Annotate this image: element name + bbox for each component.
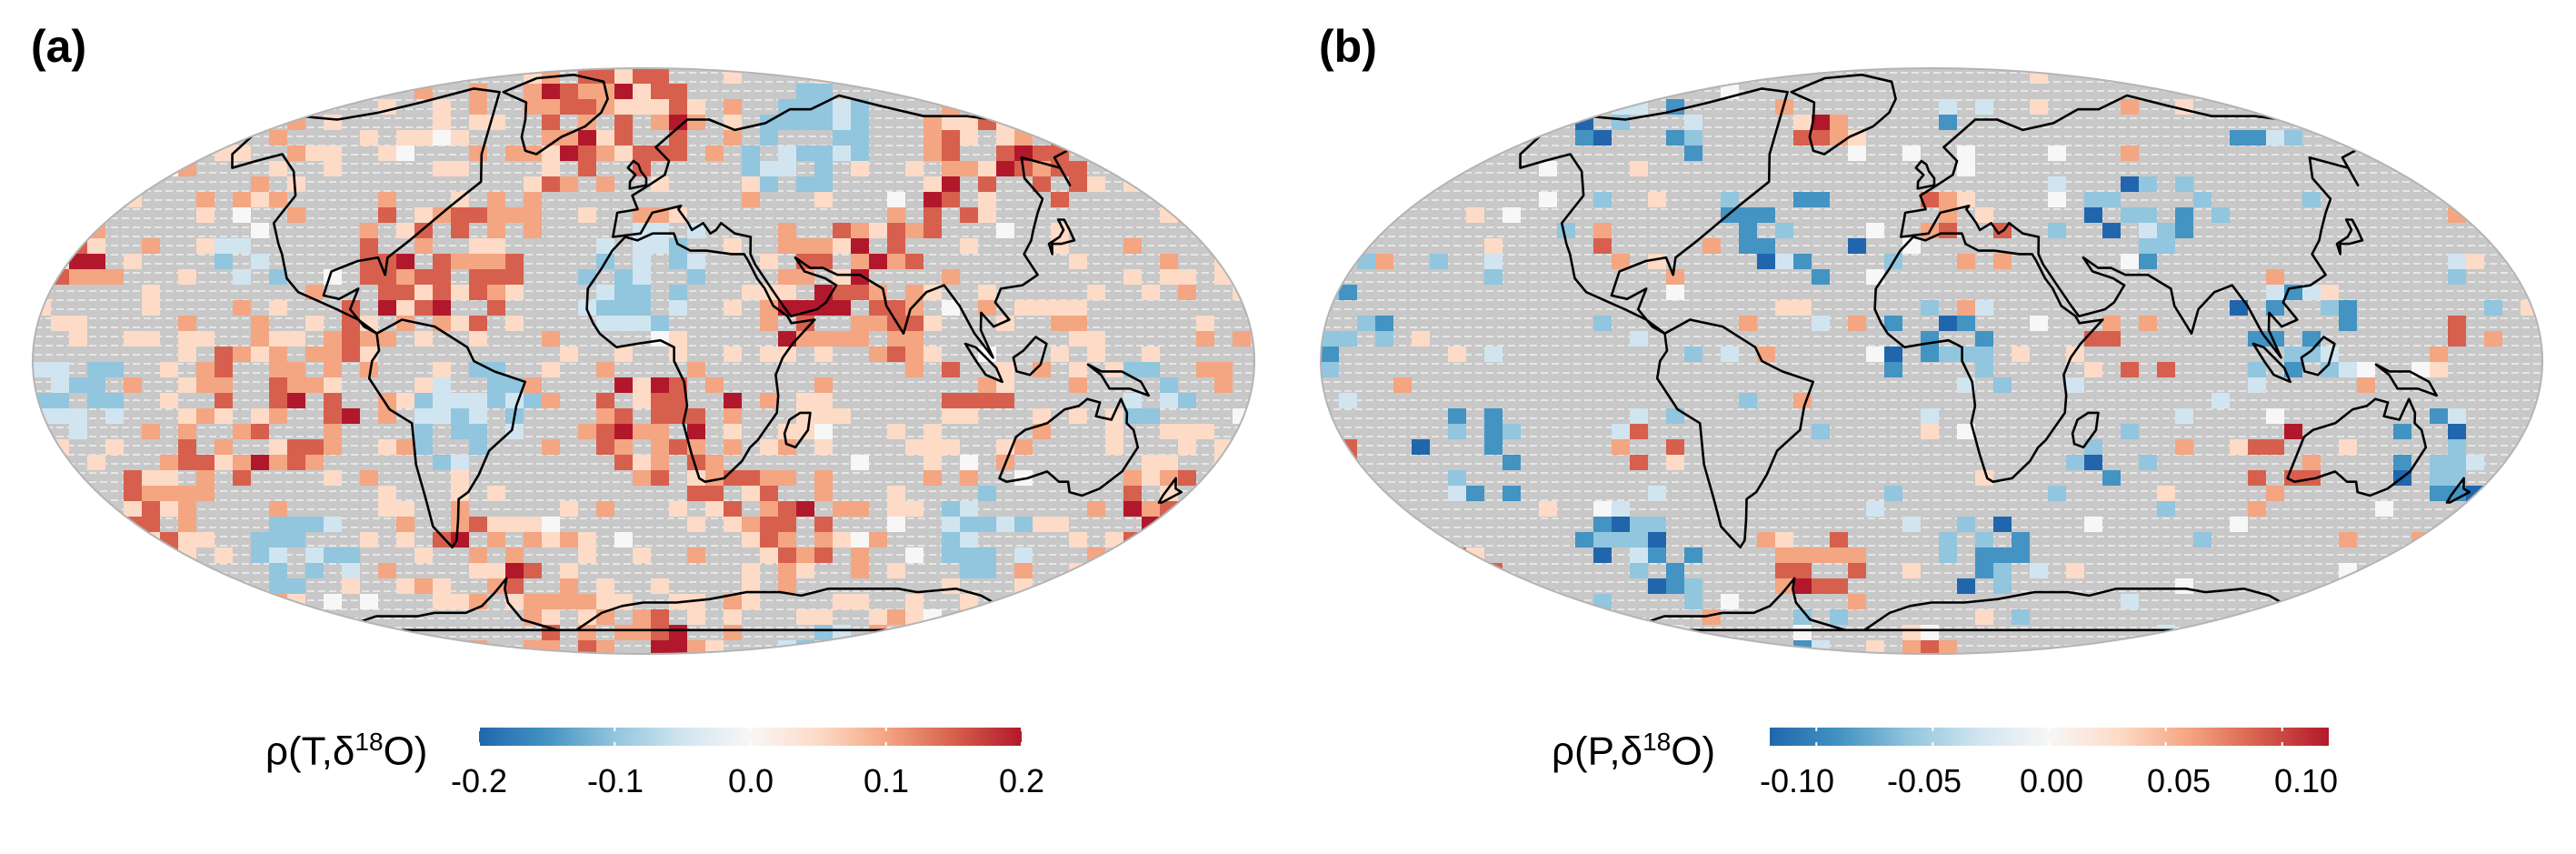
grid-cells xyxy=(33,68,1254,654)
coastline-north-america xyxy=(1519,87,1789,335)
coastline-sumatra xyxy=(964,342,1003,384)
coastline-britain xyxy=(626,159,648,190)
coastline-greenland xyxy=(1790,73,1897,156)
coastline-europe-asia xyxy=(1900,94,2360,359)
coastline-borneo xyxy=(2300,336,2336,377)
coastline-africa xyxy=(585,232,816,483)
colorbar-tick-label: 0.0 xyxy=(727,762,774,799)
map-frame xyxy=(1320,67,2543,655)
coastline-new-zealand xyxy=(2445,477,2471,504)
coastline-north-america xyxy=(231,87,501,335)
colorbar xyxy=(479,728,1022,746)
coastline-sumatra xyxy=(2252,342,2291,384)
coastline-britain xyxy=(1914,159,1936,190)
coastline-madagascar xyxy=(2071,411,2100,449)
coastline-new-zealand xyxy=(1157,477,1183,504)
coastline-south-america xyxy=(367,318,526,549)
coastlines xyxy=(231,73,1183,632)
coastline-australia xyxy=(998,397,1140,497)
panel-b: (b) ρ(P,δ18O) -0.10 -0.05 0.00 0.05 0.10 xyxy=(1288,0,2576,854)
colorbar-tick-label: 0.00 xyxy=(2019,762,2084,799)
colorbar-tick-label: -0.2 xyxy=(450,762,508,799)
colorbar xyxy=(1770,728,2329,746)
coastline-japan xyxy=(1047,218,1076,256)
coastline-europe-asia xyxy=(612,94,1072,359)
coastline-madagascar xyxy=(783,411,812,449)
coastline-new-guinea xyxy=(1086,363,1150,397)
colorbar-tick-label: 0.1 xyxy=(863,762,910,799)
coastline-south-america xyxy=(1655,318,1814,549)
coastline-borneo xyxy=(1012,336,1048,377)
coastline-africa xyxy=(1873,232,2104,483)
map-temperature-correlation xyxy=(32,67,1255,746)
coastline-new-guinea xyxy=(2374,363,2438,397)
map-frame xyxy=(32,67,1255,655)
colorbar-tick-label: 0.05 xyxy=(2146,762,2212,799)
coastline-greenland xyxy=(502,73,609,156)
colorbar-tick-label: -0.10 xyxy=(1759,762,1835,799)
colorbar-title-a: ρ(T,δ18O) xyxy=(265,728,428,774)
map-precipitation-correlation xyxy=(1320,67,2543,746)
colorbar-tick-label: -0.1 xyxy=(586,762,644,799)
coastline-antarctica xyxy=(296,577,996,632)
panel-a: (a) ρ(T,δ18O) -0.2 -0.1 0.0 0.1 0.2 xyxy=(31,21,1255,799)
colorbar-tick-label: -0.05 xyxy=(1886,762,1962,799)
colorbar-tick-label: 0.10 xyxy=(2273,762,2339,799)
colorbar-tick-label: 0.2 xyxy=(998,762,1045,799)
panel-label-b: (b) xyxy=(1319,21,1377,72)
colorbar-title-b: ρ(P,δ18O) xyxy=(1552,728,1716,774)
coastline-australia xyxy=(2286,397,2428,497)
coastlines xyxy=(1519,73,2471,632)
coastline-japan xyxy=(2335,218,2364,256)
coastline-antarctica xyxy=(1584,577,2284,632)
panel-label-a: (a) xyxy=(31,21,87,72)
